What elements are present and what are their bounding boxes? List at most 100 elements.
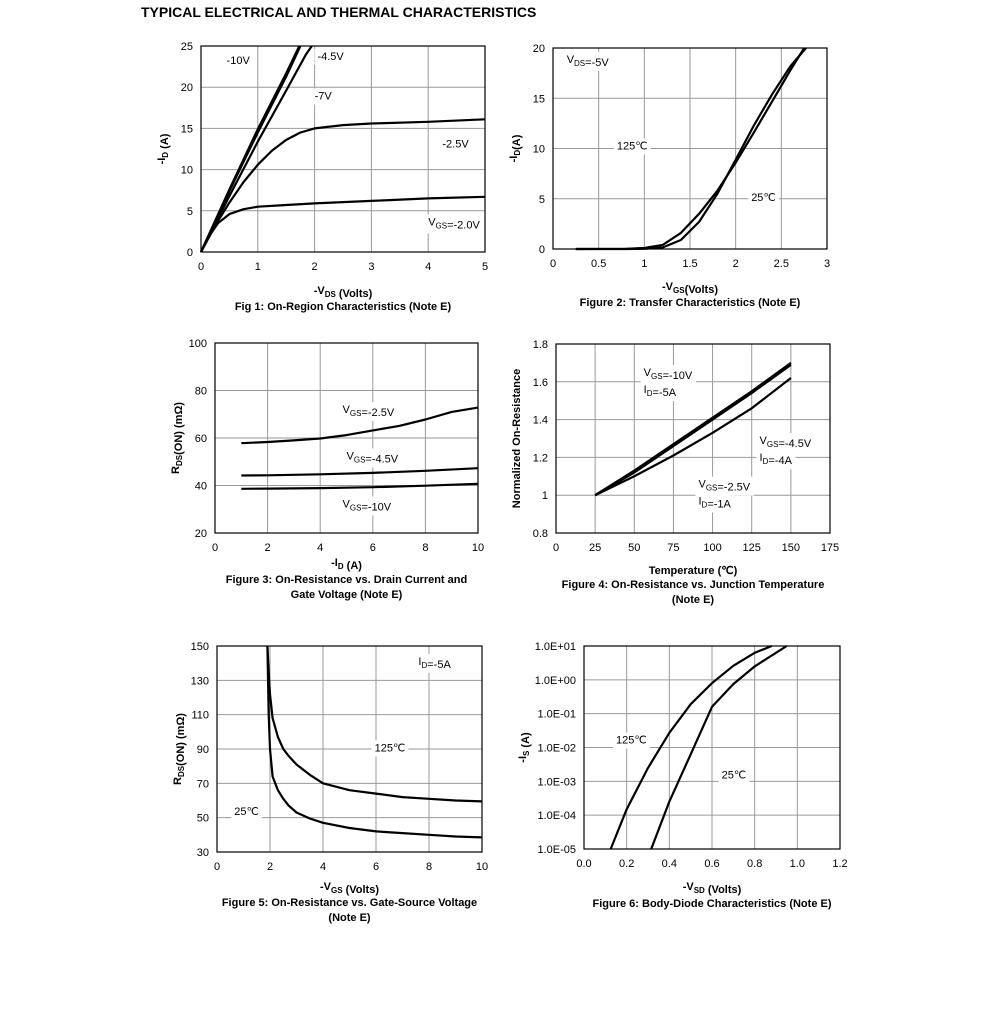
fig4-annotation-bg <box>640 365 696 385</box>
fig6-y-tick-label: 1.0E+00 <box>535 675 576 687</box>
fig1-annotation: -10V <box>227 55 251 67</box>
fig5-x-tick-label: 0 <box>214 861 220 873</box>
fig1-series-line <box>200 45 313 253</box>
fig1-y-axis-label: -ID (A) <box>156 133 171 164</box>
fig6-x-tick-label: 0.8 <box>747 858 762 870</box>
fig5-series-line <box>266 645 483 839</box>
fig3-y-tick-label: 20 <box>195 528 207 540</box>
fig2-x-tick-label: 0 <box>550 258 556 270</box>
fig4-annotation-bg <box>756 433 815 453</box>
fig5-x-tick-label: 2 <box>267 861 273 873</box>
fig1-x-tick-label: 4 <box>425 261 431 273</box>
fig3-y-axis-label: RDS(ON) (mΩ) <box>170 402 185 474</box>
fig2-x-tick-label: 0.5 <box>591 258 606 270</box>
fig3-annotation-bg <box>339 402 398 422</box>
fig1-series-line <box>200 195 486 253</box>
fig1-y-tick-label: 20 <box>181 82 193 94</box>
fig2-annotation: VDS=-5V <box>567 54 610 69</box>
fig6-annotation: 25℃ <box>722 770 747 782</box>
fig5-y-tick-label: 30 <box>197 847 209 859</box>
fig5-caption: (Note E) <box>328 912 371 924</box>
fig4-annotation-bg <box>756 450 796 470</box>
fig2-y-axis-label: -ID(A) <box>508 134 523 162</box>
fig3-x-tick-label: 4 <box>317 542 323 554</box>
fig5-y-tick-label: 130 <box>191 675 209 687</box>
fig1-y-tick-label: 15 <box>181 123 193 135</box>
fig2-x-axis-label: -VGS(Volts) <box>662 281 718 296</box>
fig6-y-tick-label: 1.0E-04 <box>537 810 576 822</box>
fig4-x-tick-label: 25 <box>589 542 601 554</box>
fig2-y-tick-label: 0 <box>539 244 545 256</box>
fig5-annotation-bg <box>371 740 409 757</box>
fig4-x-tick-label: 75 <box>667 542 679 554</box>
fig4-series-line <box>594 377 792 497</box>
fig3-annotation-bg <box>339 496 395 516</box>
fig1-plot-frame <box>200 45 486 253</box>
fig1-chart: 0 1 2 3 4 5 0 5 10 15 20 25 -10V -4.5V -7V -2.5V VGS=-2.… <box>156 41 488 313</box>
fig3-x-tick-label: 6 <box>370 542 376 554</box>
fig5-y-tick-label: 90 <box>197 744 209 756</box>
fig4-annotation: ID=-1A <box>698 496 731 511</box>
fig2-y-tick-label: 15 <box>533 93 545 105</box>
fig4-x-tick-label: 175 <box>821 542 839 554</box>
fig4-annotation: VGS=-10V <box>644 367 693 382</box>
fig1-x-tick-label: 1 <box>255 261 261 273</box>
fig3-plot-frame <box>214 342 479 534</box>
fig4-annotation-bg <box>695 493 735 513</box>
fig4-caption: (Note E) <box>672 594 715 606</box>
fig6-series-line <box>650 645 788 850</box>
fig3-series-line <box>241 406 479 445</box>
fig1-annotation: -4.5V <box>317 51 344 63</box>
fig3-y-tick-label: 40 <box>195 481 207 493</box>
fig5-x-tick-label: 8 <box>426 861 432 873</box>
fig5-y-tick-label: 110 <box>191 710 209 722</box>
fig5-caption: Figure 5: On-Resistance vs. Gate-Source … <box>222 897 477 909</box>
fig6-x-tick-label: 0.4 <box>662 858 677 870</box>
fig1-annotation: -7V <box>315 91 333 103</box>
fig3-annotation-bg <box>343 448 402 468</box>
fig3-caption: Gate Voltage (Note E) <box>291 589 403 601</box>
fig2-x-tick-label: 1.5 <box>682 258 697 270</box>
fig6-x-tick-label: 0.6 <box>704 858 719 870</box>
fig4-x-tick-label: 125 <box>743 542 761 554</box>
fig3-x-tick-label: 8 <box>422 542 428 554</box>
fig6-y-tick-label: 1.0E-03 <box>537 776 576 788</box>
fig6-y-tick-label: 1.0E-01 <box>537 709 576 721</box>
fig3-x-axis-label: -ID (A) <box>331 557 362 572</box>
fig3-x-tick-label: 2 <box>265 542 271 554</box>
fig4-y-tick-label: 0.8 <box>533 528 548 540</box>
fig3-y-tick-label: 100 <box>189 338 207 350</box>
fig2-y-tick-label: 10 <box>533 144 545 156</box>
fig4-x-tick-label: 0 <box>553 542 559 554</box>
fig3-x-tick-label: 10 <box>472 542 484 554</box>
fig1-annotation: VGS=-2.0V <box>428 217 480 232</box>
fig6-chart: 0.0 0.2 0.4 0.6 0.8 1.0 1.2 1.0E-05 1.0E-04 1.0E-… <box>517 641 848 910</box>
fig3-annotation: VGS=-4.5V <box>347 450 399 465</box>
fig5-x-tick-label: 10 <box>476 861 488 873</box>
fig6-y-tick-label: 1.0E-02 <box>537 743 576 755</box>
fig1-y-tick-label: 25 <box>181 41 193 53</box>
fig5-y-tick-label: 50 <box>197 813 209 825</box>
fig3-series-line <box>241 482 479 490</box>
fig1-y-tick-label: 5 <box>187 206 193 218</box>
fig3-chart: 0 2 4 6 8 10 20 40 60 80 100 VGS=-2.5V VGS=-4.5V VGS=… <box>170 338 484 601</box>
fig4-x-tick-label: 150 <box>782 542 800 554</box>
fig2-annotation: 125℃ <box>617 141 648 153</box>
fig1-annotation-bg <box>314 49 348 66</box>
fig5-x-axis-label: -VGS (Volts) <box>320 881 379 896</box>
fig5-annotation: 25℃ <box>234 806 259 818</box>
fig4-y-tick-label: 1.8 <box>533 339 548 351</box>
fig2-caption: Figure 2: Transfer Characteristics (Note… <box>580 297 801 309</box>
fig6-annotation: 125℃ <box>616 735 647 747</box>
fig5-annotation: 125℃ <box>375 743 406 755</box>
fig2-y-tick-label: 5 <box>539 194 545 206</box>
fig4-series-line <box>594 363 792 497</box>
fig1-x-tick-label: 5 <box>482 261 488 273</box>
fig4-y-axis-label: Normalized On-Resistance <box>511 369 523 508</box>
fig2-x-tick-label: 1 <box>641 258 647 270</box>
page-title: TYPICAL ELECTRICAL AND THERMAL CHARACTER… <box>141 4 537 20</box>
fig3-x-tick-label: 0 <box>212 542 218 554</box>
fig1-annotation-bg <box>223 53 254 70</box>
fig1-x-tick-label: 3 <box>368 261 374 273</box>
fig4-annotation: VGS=-4.5V <box>760 435 812 450</box>
